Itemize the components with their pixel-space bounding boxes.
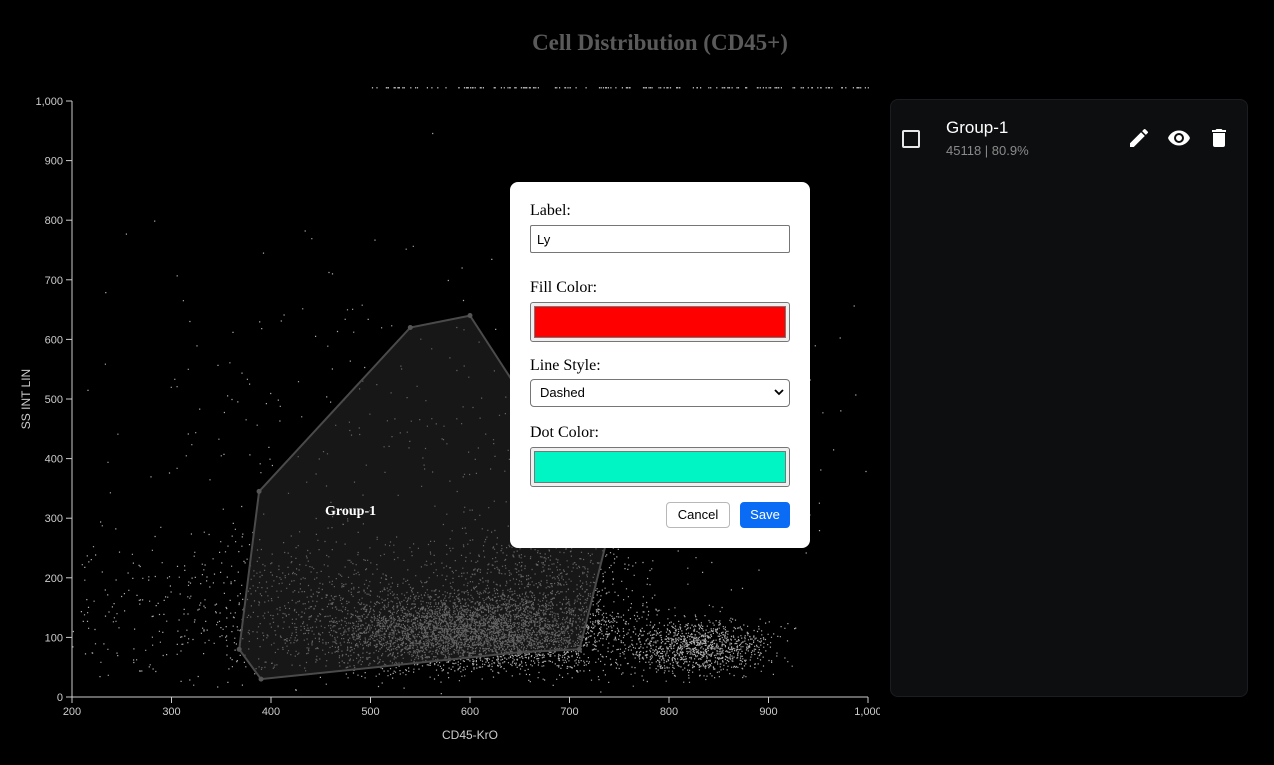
gate-edit-dialog: Label: Fill Color: Line Style: Dashed Do… xyxy=(510,182,810,548)
x-tick-label: 300 xyxy=(162,706,180,718)
y-tick-label: 700 xyxy=(45,275,63,287)
gate-label: Group-1 xyxy=(325,504,376,519)
gate-vertex-handle[interactable] xyxy=(576,646,582,652)
x-tick-label: 1,000 xyxy=(854,706,880,718)
gate-list-panel: Group-1 45118 | 80.9% xyxy=(890,99,1248,697)
y-tick-label: 200 xyxy=(45,573,63,585)
y-tick-label: 500 xyxy=(45,394,63,406)
label-input[interactable] xyxy=(530,225,790,253)
y-tick-label: 600 xyxy=(45,334,63,346)
y-tick-label: 0 xyxy=(57,692,63,704)
gate-stats: 45118 | 80.9% xyxy=(946,143,1029,158)
label-caption: Label: xyxy=(530,202,571,219)
line-style-value: Dashed xyxy=(540,385,585,400)
trash-icon[interactable] xyxy=(1207,126,1231,150)
gate-vertex-handle[interactable] xyxy=(467,313,473,319)
line-style-select[interactable]: Dashed xyxy=(530,379,790,407)
x-axis-ticks: 200 300 400 500 600 700 800 900 1,000 xyxy=(63,697,880,718)
y-tick-label: 300 xyxy=(45,513,63,525)
checkbox-icon[interactable] xyxy=(902,130,920,148)
y-tick-label: 800 xyxy=(45,215,63,227)
y-tick-label: 1,000 xyxy=(35,96,63,108)
gate-vertex-handle[interactable] xyxy=(236,646,242,652)
gate-name: Group-1 xyxy=(946,118,1009,137)
x-tick-label: 500 xyxy=(361,706,379,718)
x-tick-label: 700 xyxy=(560,706,578,718)
save-button[interactable]: Save xyxy=(740,502,790,528)
chart-title: Cell Distribution (CD45+) xyxy=(532,30,788,55)
dot-color-picker[interactable] xyxy=(530,447,790,487)
y-axis-label: SS INT LIN xyxy=(19,369,33,429)
cancel-button[interactable]: Cancel xyxy=(666,502,730,528)
eye-icon[interactable] xyxy=(1167,126,1191,150)
x-tick-label: 900 xyxy=(759,706,777,718)
dot-color-swatch xyxy=(534,451,786,483)
fill-color-swatch xyxy=(534,306,786,338)
x-tick-label: 400 xyxy=(262,706,280,718)
y-axis-ticks: 0 100 200 300 400 500 600 700 800 900 1,000 xyxy=(35,96,72,704)
chevron-down-icon xyxy=(774,389,784,396)
y-tick-label: 400 xyxy=(45,454,63,466)
pencil-icon[interactable] xyxy=(1127,126,1151,150)
gate-vertex-handle[interactable] xyxy=(517,649,523,655)
gate-vertex-handle[interactable] xyxy=(407,324,413,330)
fill-color-caption: Fill Color: xyxy=(530,279,598,296)
y-tick-label: 100 xyxy=(45,632,63,644)
gate-list-item[interactable]: Group-1 45118 | 80.9% xyxy=(891,100,1247,180)
y-tick-label: 900 xyxy=(45,156,63,168)
x-tick-label: 200 xyxy=(63,706,81,718)
line-style-caption: Line Style: xyxy=(530,357,601,374)
fill-color-picker[interactable] xyxy=(530,302,790,342)
dot-color-caption: Dot Color: xyxy=(530,424,599,441)
gate-vertex-handle[interactable] xyxy=(258,676,264,682)
x-axis-label: CD45-KrO xyxy=(442,728,498,742)
gate-vertex-handle[interactable] xyxy=(256,488,262,494)
x-tick-label: 800 xyxy=(660,706,678,718)
x-tick-label: 600 xyxy=(461,706,479,718)
